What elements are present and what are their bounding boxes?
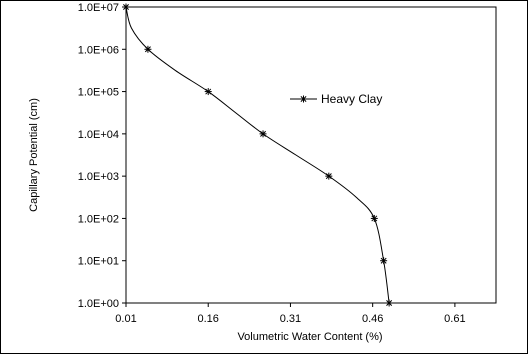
- data-point-marker: [144, 45, 152, 53]
- y-tick-label: 1.0E+02: [78, 213, 119, 225]
- legend: Heavy Clay: [290, 92, 382, 106]
- data-point-marker: [325, 172, 333, 180]
- x-axis-label: Volumetric Water Content (%): [237, 331, 382, 343]
- y-tick-label: 1.0E+04: [78, 129, 119, 141]
- legend-marker-asterisk: [300, 95, 307, 103]
- y-tick-label: 1.0E+05: [78, 87, 119, 99]
- legend-asterisk: [300, 95, 307, 103]
- data-point-marker: [259, 130, 267, 138]
- series-markers: [122, 3, 393, 307]
- y-tick-label: 1.0E+06: [78, 44, 119, 56]
- legend-label: Heavy Clay: [321, 92, 382, 106]
- y-tick-label: 1.0E+07: [78, 2, 119, 14]
- x-tick-label: 0.61: [444, 313, 465, 325]
- data-point-marker: [370, 214, 378, 222]
- data-point-marker: [204, 88, 212, 96]
- x-axis-ticks: 0.01 0.16 0.31 0.46 0.61: [115, 303, 466, 325]
- data-point-marker: [122, 3, 130, 11]
- x-tick-label: 0.46: [362, 313, 383, 325]
- plot-area: [125, 6, 497, 304]
- y-tick-label: 1.0E+03: [78, 171, 119, 183]
- data-point-marker: [380, 257, 388, 265]
- data-point-marker: [385, 299, 393, 307]
- y-axis-ticks: 1.0E+00 1.0E+01 1.0E+02 1.0E+03 1.0E+04 1.0E+…: [78, 2, 126, 310]
- y-axis-label: Capillary Potential (cm): [28, 98, 40, 212]
- y-tick-label: 1.0E+00: [78, 298, 119, 310]
- x-tick-label: 0.31: [280, 313, 301, 325]
- x-tick-label: 0.16: [198, 313, 219, 325]
- x-tick-label: 0.01: [115, 313, 136, 325]
- y-tick-label: 1.0E+01: [78, 256, 119, 268]
